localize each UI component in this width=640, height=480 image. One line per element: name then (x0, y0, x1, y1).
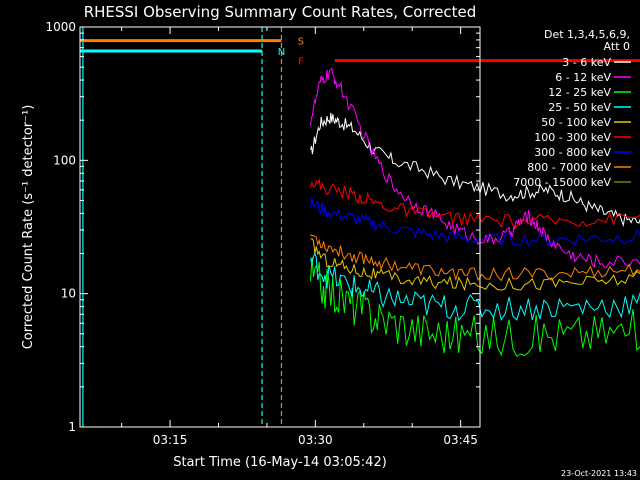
series-line-3 (310, 251, 640, 322)
legend-label-0: 3 - 6 keV (562, 56, 611, 69)
legend-label-2: 12 - 25 keV (548, 86, 611, 99)
series-line-0 (310, 112, 640, 228)
y-tick-label-1: 10 (61, 287, 76, 301)
x-tick-label-2: 03:45 (443, 433, 478, 447)
series-line-6 (310, 197, 640, 248)
series-line-5 (310, 177, 640, 229)
x-axis-label: Start Time (16-May-14 03:05:42) (173, 455, 387, 470)
y-axis: 1 10 100 1000 (45, 20, 480, 434)
legend-label-1: 6 - 12 keV (555, 71, 611, 84)
legend-label-7: 800 - 7000 keV (527, 161, 611, 174)
x-axis: 03:15 03:30 03:45 (121, 27, 478, 447)
flag-bars: S N F (80, 37, 640, 68)
flag-label-f: F (298, 57, 304, 68)
legend-header-1: Att 0 (604, 40, 630, 53)
flag-label-n: N (278, 47, 285, 58)
plot-frame (79, 26, 481, 428)
x-tick-label-0: 03:15 (153, 433, 188, 447)
legend-label-8: 7000 - 15000 keV (513, 176, 611, 189)
y-tick-label-2: 100 (53, 153, 76, 167)
y-tick-label-0: 1 (68, 420, 76, 434)
legend-header-0: Det 1,3,4,5,6,9, (544, 28, 630, 41)
y-tick-label-3: 1000 (45, 20, 76, 34)
legend: Det 1,3,4,5,6,9,Att 0 3 - 6 keV 6 - 12 keV… (513, 28, 631, 189)
interval-lines (82, 27, 283, 427)
y-axis-label: Corrected Count Rate (s⁻¹ detector⁻¹) (21, 105, 36, 350)
legend-label-6: 300 - 800 keV (534, 146, 611, 159)
legend-label-4: 50 - 100 keV (541, 116, 611, 129)
legend-label-3: 25 - 50 keV (548, 101, 611, 114)
legend-label-5: 100 - 300 keV (534, 131, 611, 144)
series-lines (310, 67, 640, 357)
series-line-1 (310, 67, 640, 269)
chart-title: RHESSI Observing Summary Count Rates, Co… (84, 3, 477, 21)
series-line-7 (310, 234, 640, 282)
series-line-4 (310, 238, 640, 292)
x-tick-label-1: 03:30 (298, 433, 333, 447)
date-stamp: 23-Oct-2021 13:43 (561, 469, 637, 478)
series-line-2 (310, 257, 640, 357)
flag-label-s: S (298, 37, 304, 48)
